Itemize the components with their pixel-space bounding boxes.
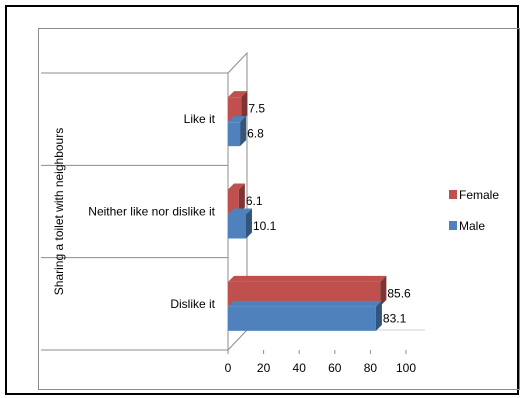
legend-label: Male — [459, 219, 485, 233]
bar-top — [228, 208, 252, 215]
bar-front — [228, 189, 239, 214]
bar-side — [245, 208, 252, 239]
data-label: 7.5 — [248, 102, 265, 116]
x-tick-label: 100 — [396, 361, 416, 375]
bar-front — [228, 306, 376, 331]
bar-side — [241, 91, 248, 122]
data-label: 83.1 — [383, 311, 407, 325]
bar-side — [240, 116, 247, 147]
category-label: Neither like nor dislike it — [88, 205, 215, 219]
floor-edge — [227, 329, 248, 351]
x-tick-label: 0 — [225, 361, 232, 375]
x-tick-label: 60 — [328, 361, 342, 375]
bar-front — [228, 97, 242, 122]
bar-side — [375, 300, 382, 331]
bar-front — [228, 122, 241, 147]
legend-swatch — [449, 190, 457, 199]
bar-top — [228, 275, 387, 282]
category-label: Dislike it — [170, 297, 215, 311]
data-label: 10.1 — [253, 219, 277, 233]
x-tick-label: 40 — [293, 361, 307, 375]
back-wall — [227, 51, 248, 330]
bar-side — [238, 183, 245, 214]
bar-top — [228, 300, 382, 307]
data-label: 85.6 — [387, 286, 411, 300]
x-tick-label: 20 — [257, 361, 271, 375]
bar-side — [380, 275, 387, 306]
chart-area — [38, 28, 520, 390]
bar-top — [228, 116, 247, 123]
image-border — [5, 5, 519, 395]
legend-label: Female — [459, 188, 499, 202]
bar-front — [228, 214, 246, 239]
x-tick-label: 80 — [364, 361, 378, 375]
legend-swatch — [449, 221, 457, 230]
data-label: 6.1 — [246, 194, 263, 208]
bar-top — [228, 91, 248, 98]
bar-top — [228, 183, 245, 190]
category-label: Like it — [184, 112, 216, 126]
y-axis-title: Sharing a toilet with neighbours — [52, 128, 66, 295]
data-label: 6.8 — [247, 127, 264, 141]
